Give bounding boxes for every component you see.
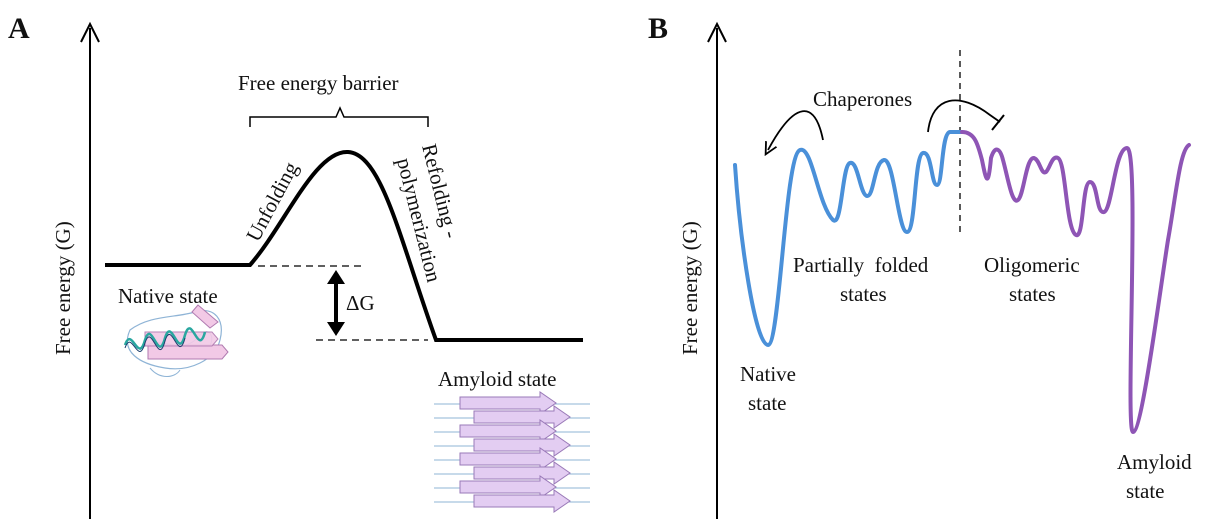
chaperone-inhibit-bar xyxy=(991,114,1005,131)
panel-a-y-axis-arrowhead xyxy=(80,21,100,43)
panel-b-y-axis-label: Free energy (G) xyxy=(678,221,702,355)
beta-strand-arrow xyxy=(473,461,571,485)
delta-g-label: ΔG xyxy=(346,291,375,315)
native-protein-illustration xyxy=(123,304,229,377)
panel-a-y-axis-label: Free energy (G) xyxy=(51,221,75,355)
panel-b-label: B xyxy=(648,12,668,45)
amyloid-fibril-illustration xyxy=(434,391,590,513)
beta-strand-arrow xyxy=(473,405,571,429)
native-state-label: Native state xyxy=(118,284,218,308)
beta-strand-arrow xyxy=(459,447,557,471)
oligomeric-label-line1: Oligomeric xyxy=(984,253,1080,277)
delta-g-arrow-top xyxy=(327,270,345,284)
beta-strand-arrow xyxy=(459,475,557,499)
landscape-curve-folding xyxy=(733,130,964,347)
beta-strand-arrow xyxy=(459,391,557,415)
partially-folded-label-line1: Partially folded xyxy=(793,253,929,277)
oligomeric-label-line2: states xyxy=(1009,282,1056,306)
panel-a-label: A xyxy=(8,12,30,45)
native-state-b-label-line1: Native xyxy=(740,362,796,386)
panel-b-y-axis-arrowhead xyxy=(707,21,727,43)
native-state-b-label-line2: state xyxy=(748,391,786,415)
panel-a: A Free energy (G) Free energy barrier ΔG… xyxy=(8,12,590,519)
chaperone-arrow-unfold xyxy=(768,110,824,150)
amyloid-state-b-label-line2: state xyxy=(1126,479,1164,503)
delta-g-arrow-bottom xyxy=(327,322,345,336)
amyloid-state-b-label-line1: Amyloid xyxy=(1117,450,1192,474)
barrier-bracket xyxy=(249,106,429,127)
beta-strand-arrow xyxy=(459,419,557,443)
chaperone-inhibit-line xyxy=(927,99,1001,133)
beta-strand-arrow xyxy=(473,433,571,457)
chaperones-label: Chaperones xyxy=(813,87,912,111)
partially-folded-label-line2: states xyxy=(840,282,887,306)
panel-b: B Free energy (G) Chaperones Partially f… xyxy=(648,12,1192,519)
amyloid-state-label: Amyloid state xyxy=(438,367,556,391)
panel-a-energy-curve xyxy=(105,149,583,342)
landscape-curve-aggregation xyxy=(960,130,1191,434)
beta-strand-arrow xyxy=(473,489,571,513)
barrier-label: Free energy barrier xyxy=(238,71,399,95)
